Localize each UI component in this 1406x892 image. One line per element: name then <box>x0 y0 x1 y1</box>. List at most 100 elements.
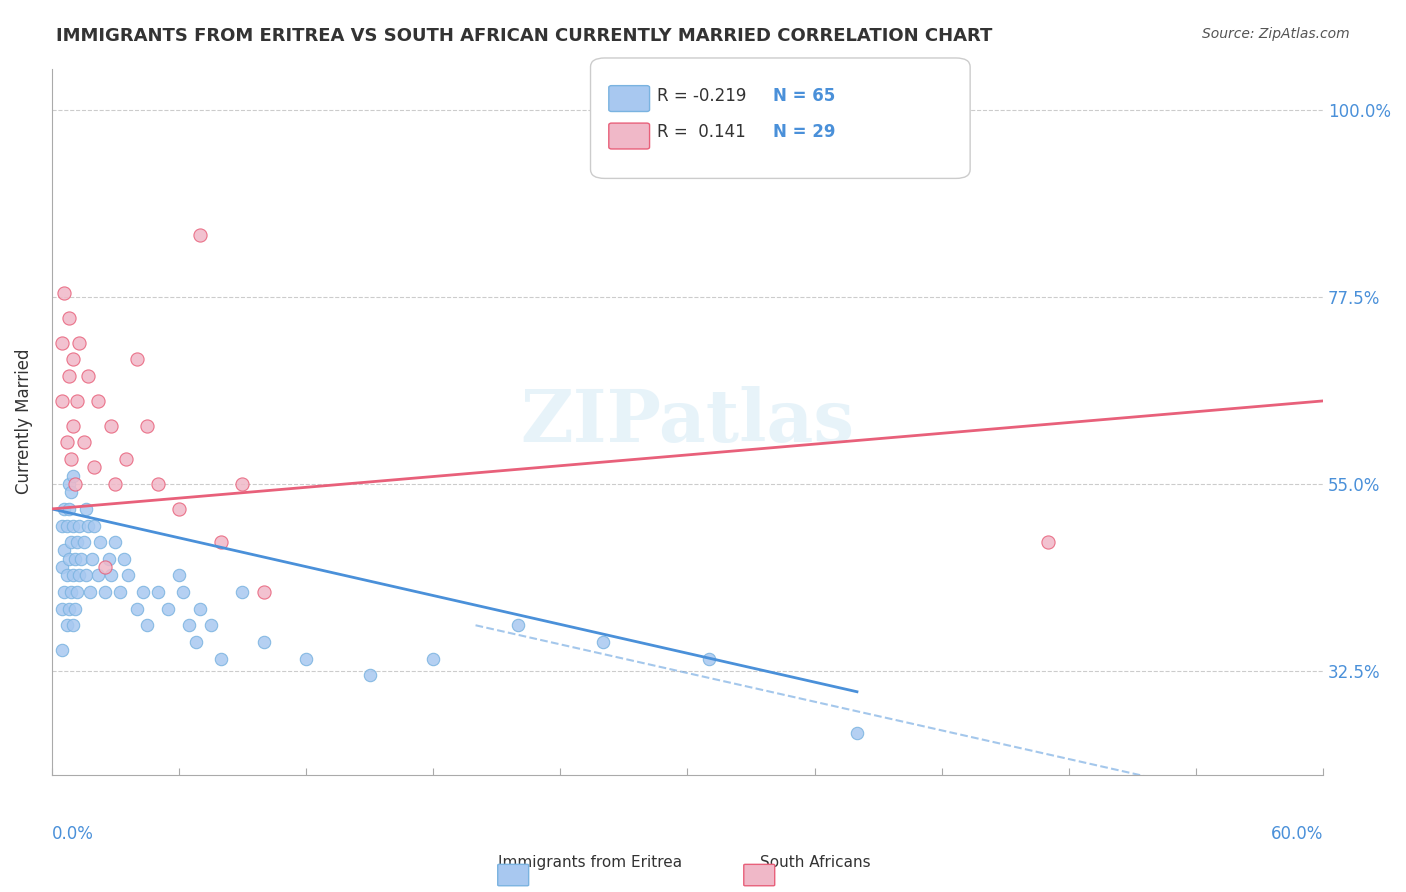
Point <box>87 393 110 408</box>
Point <box>66 535 89 549</box>
Text: N = 29: N = 29 <box>773 123 835 141</box>
Point <box>200 618 222 632</box>
Text: 60.0%: 60.0% <box>1271 825 1323 843</box>
Point <box>253 585 276 599</box>
Point <box>72 435 94 450</box>
Point <box>55 568 77 582</box>
Point <box>167 568 190 582</box>
Point <box>67 335 90 350</box>
Text: 0.0%: 0.0% <box>52 825 94 843</box>
Point <box>184 635 207 649</box>
Point <box>157 601 180 615</box>
Point <box>93 560 115 574</box>
Point <box>53 543 76 558</box>
Point <box>58 502 80 516</box>
Point <box>104 535 127 549</box>
Point <box>117 568 139 582</box>
Point <box>115 452 138 467</box>
Point <box>592 635 614 649</box>
Point <box>59 535 82 549</box>
Point <box>146 585 169 599</box>
Point <box>62 518 84 533</box>
Point <box>51 560 73 574</box>
Point <box>51 601 73 615</box>
Point <box>253 635 276 649</box>
Point <box>55 618 77 632</box>
Point <box>53 502 76 516</box>
Text: South Africans: South Africans <box>761 855 870 870</box>
Point <box>231 585 253 599</box>
Point <box>80 551 103 566</box>
Point <box>58 477 80 491</box>
Point <box>63 551 86 566</box>
Text: R =  0.141: R = 0.141 <box>657 123 745 141</box>
Point <box>58 601 80 615</box>
Y-axis label: Currently Married: Currently Married <box>15 349 32 494</box>
Point <box>136 418 159 433</box>
Point <box>83 460 105 475</box>
Point <box>132 585 155 599</box>
Point <box>93 585 115 599</box>
Point <box>846 726 869 740</box>
Point <box>51 335 73 350</box>
Point <box>188 601 211 615</box>
Text: Immigrants from Eritrea: Immigrants from Eritrea <box>499 855 682 870</box>
Point <box>1036 535 1059 549</box>
Point <box>63 601 86 615</box>
Point <box>51 643 73 657</box>
Point <box>62 352 84 367</box>
Point <box>76 368 98 383</box>
Point <box>422 651 444 665</box>
Point <box>87 568 110 582</box>
Point <box>66 585 89 599</box>
Point <box>58 551 80 566</box>
Text: Source: ZipAtlas.com: Source: ZipAtlas.com <box>1202 27 1350 41</box>
Point <box>125 601 148 615</box>
Point <box>89 535 111 549</box>
Point <box>697 651 720 665</box>
Point <box>231 477 253 491</box>
Point <box>58 310 80 325</box>
Text: ZIPatlas: ZIPatlas <box>520 386 855 458</box>
Point <box>67 568 90 582</box>
Point <box>58 368 80 383</box>
Text: R = -0.219: R = -0.219 <box>657 87 747 105</box>
Text: IMMIGRANTS FROM ERITREA VS SOUTH AFRICAN CURRENTLY MARRIED CORRELATION CHART: IMMIGRANTS FROM ERITREA VS SOUTH AFRICAN… <box>56 27 993 45</box>
Point <box>62 618 84 632</box>
Point <box>62 418 84 433</box>
Point <box>63 477 86 491</box>
Point <box>76 518 98 533</box>
Point <box>112 551 135 566</box>
Point <box>83 518 105 533</box>
Point <box>62 568 84 582</box>
Point <box>79 585 101 599</box>
Point <box>188 227 211 242</box>
Point <box>51 393 73 408</box>
Point <box>75 568 97 582</box>
Point <box>104 477 127 491</box>
Point <box>146 477 169 491</box>
Point <box>100 568 122 582</box>
Text: N = 65: N = 65 <box>773 87 835 105</box>
Point <box>70 551 93 566</box>
Point <box>66 393 89 408</box>
Point <box>72 535 94 549</box>
Point <box>59 485 82 500</box>
Point <box>136 618 159 632</box>
Point <box>125 352 148 367</box>
Point <box>59 452 82 467</box>
Point <box>209 651 232 665</box>
Point <box>67 518 90 533</box>
Point <box>100 418 122 433</box>
Point <box>209 535 232 549</box>
Point <box>55 518 77 533</box>
Point <box>62 468 84 483</box>
Point <box>179 618 201 632</box>
Point <box>55 435 77 450</box>
Point <box>51 518 73 533</box>
Point <box>167 502 190 516</box>
Point <box>172 585 194 599</box>
Point <box>59 585 82 599</box>
Point <box>108 585 131 599</box>
Point <box>97 551 120 566</box>
